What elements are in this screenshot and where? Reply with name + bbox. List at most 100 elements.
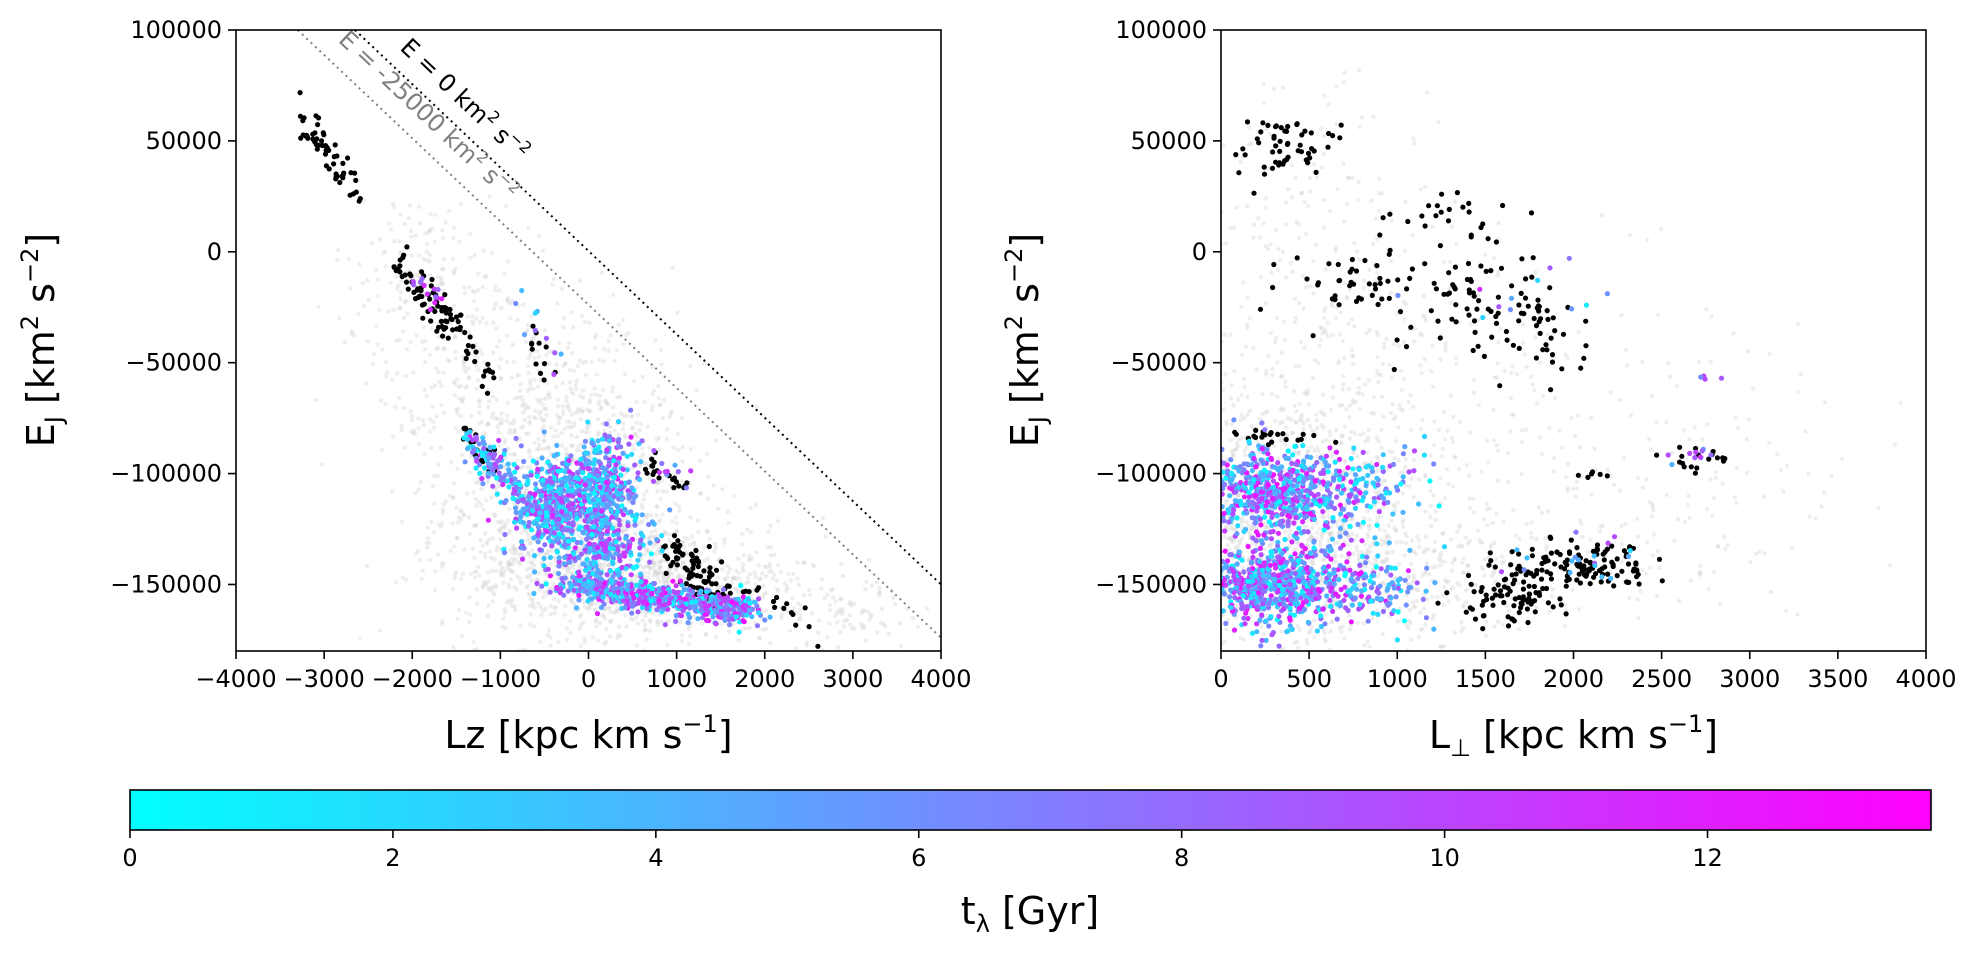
background-point xyxy=(629,426,635,431)
substructure-point xyxy=(419,269,425,275)
star-point xyxy=(608,568,614,574)
background-point xyxy=(481,431,486,436)
background-point xyxy=(506,582,511,587)
background-point xyxy=(594,624,599,629)
background-point xyxy=(539,397,544,402)
star-point xyxy=(565,538,572,544)
substructure-point xyxy=(429,276,435,283)
background-point xyxy=(440,507,446,513)
background-point xyxy=(631,425,636,430)
background-point xyxy=(795,601,801,606)
background-point xyxy=(731,575,736,580)
star-point xyxy=(595,438,601,444)
background-point xyxy=(517,576,522,581)
substructure-point xyxy=(705,578,711,584)
star-point xyxy=(546,468,553,474)
background-point xyxy=(548,643,553,648)
background-point xyxy=(525,537,530,543)
background-point xyxy=(506,562,511,567)
star-point xyxy=(576,569,582,575)
star-point xyxy=(496,437,502,443)
background-point xyxy=(610,389,615,394)
star-point xyxy=(673,613,679,619)
background-point xyxy=(673,501,678,506)
background-point xyxy=(520,410,526,415)
background-point xyxy=(538,409,543,415)
star-point xyxy=(667,596,673,602)
background-point xyxy=(563,398,569,404)
y-tick-label: −50000 xyxy=(126,349,222,377)
background-point xyxy=(500,566,505,571)
background-point xyxy=(424,258,429,263)
background-point xyxy=(370,361,376,367)
background-point xyxy=(595,638,600,643)
background-point xyxy=(706,474,711,479)
background-point xyxy=(506,518,511,523)
star-point xyxy=(533,503,539,509)
background-point xyxy=(545,551,550,556)
background-point xyxy=(526,225,531,230)
background-point xyxy=(657,570,663,575)
star-point xyxy=(461,435,467,441)
background-point xyxy=(794,646,799,651)
star-point xyxy=(565,588,571,594)
star-point xyxy=(582,438,589,444)
star-point xyxy=(539,583,545,589)
star-point xyxy=(595,545,601,551)
star-point xyxy=(534,521,540,527)
background-point xyxy=(592,386,597,391)
star-point xyxy=(603,540,609,546)
background-point xyxy=(416,487,421,492)
background-point xyxy=(502,465,507,471)
background-point xyxy=(522,418,527,423)
star-point xyxy=(610,586,617,592)
star-point xyxy=(638,571,644,577)
star-point xyxy=(578,456,584,462)
star-point xyxy=(718,600,724,607)
background-point xyxy=(450,521,455,526)
background-point xyxy=(507,561,512,567)
background-point xyxy=(588,454,593,459)
background-point xyxy=(434,346,439,352)
background-point xyxy=(432,588,438,593)
background-point xyxy=(626,330,631,336)
background-point xyxy=(502,606,507,612)
background-point xyxy=(892,602,898,607)
background-point xyxy=(458,384,464,389)
star-point xyxy=(749,614,755,620)
background-point xyxy=(486,422,491,427)
substructure-point xyxy=(481,373,487,379)
background-point xyxy=(463,385,468,390)
star-point xyxy=(563,496,569,502)
background-point xyxy=(765,544,771,550)
star-point xyxy=(505,461,511,467)
background-point xyxy=(585,606,590,611)
background-point xyxy=(404,347,410,352)
background-point xyxy=(640,446,645,451)
star-point xyxy=(625,582,631,588)
background-point xyxy=(571,601,577,606)
star-point xyxy=(628,509,634,515)
background-point xyxy=(705,451,710,456)
background-point xyxy=(443,220,448,225)
background-point xyxy=(697,491,703,497)
star-point xyxy=(596,497,602,503)
background-point xyxy=(502,440,508,445)
background-point xyxy=(640,565,645,570)
background-point xyxy=(543,396,548,401)
background-point xyxy=(500,524,506,529)
background-point xyxy=(550,282,555,287)
background-point xyxy=(528,597,533,602)
background-point xyxy=(527,448,532,453)
background-point xyxy=(316,304,321,310)
background-point xyxy=(577,614,583,619)
y-tick-label: −100000 xyxy=(110,460,222,488)
star-point xyxy=(656,604,662,610)
star-point xyxy=(644,606,650,612)
background-point xyxy=(583,372,588,377)
background-point xyxy=(349,331,354,336)
background-point xyxy=(535,447,540,452)
substructure-point xyxy=(473,349,479,355)
background-point xyxy=(608,333,613,338)
background-point xyxy=(1411,495,1416,500)
